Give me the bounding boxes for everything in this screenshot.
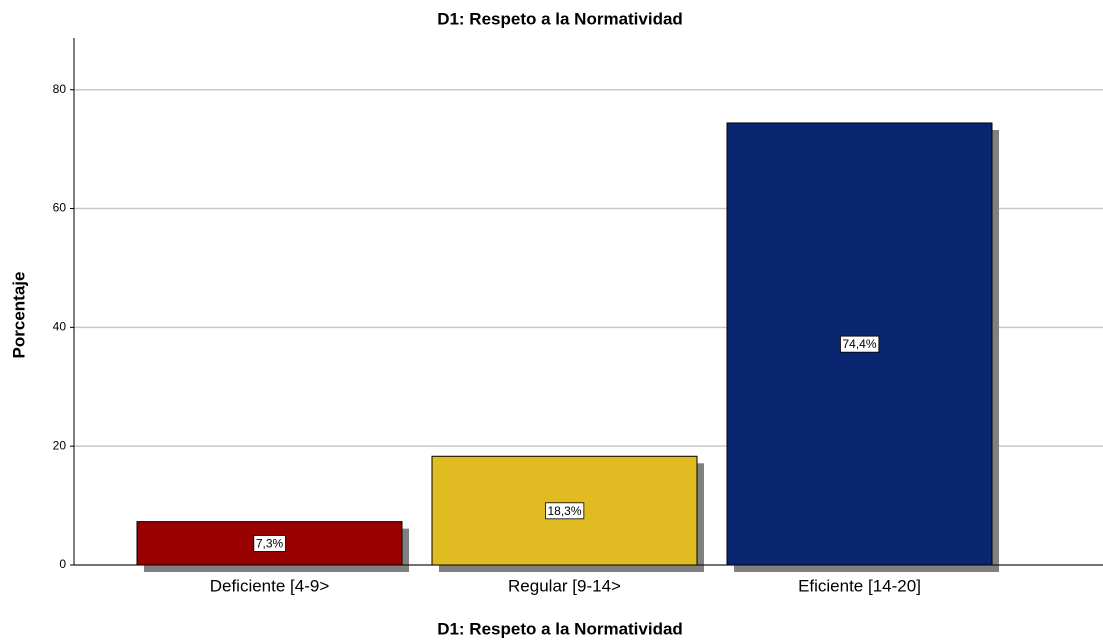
x-tick-label: Deficiente [4-9>	[210, 576, 330, 595]
data-label-box	[253, 535, 286, 552]
data-label: 74,4%	[840, 335, 880, 353]
x-tick-label: Regular [9-14>	[508, 576, 621, 595]
data-label-text: 18,3%	[547, 504, 581, 518]
data-label-box	[840, 335, 880, 353]
data-label-text: 7,3%	[256, 536, 284, 550]
y-tick-label: 40	[53, 320, 67, 334]
chart-title: D1: Respeto a la Normatividad	[437, 9, 683, 28]
y-axis-label: Porcentaje	[9, 272, 28, 359]
y-tick-label: 0	[59, 557, 66, 571]
data-label: 7,3%	[253, 535, 286, 552]
data-label-box	[545, 502, 585, 520]
y-tick-label: 20	[53, 438, 67, 452]
x-axis-label: D1: Respeto a la Normatividad	[437, 619, 683, 638]
y-tick-label: 80	[53, 82, 67, 96]
y-tick-label: 60	[53, 201, 67, 215]
data-label-text: 74,4%	[842, 337, 876, 351]
data-label: 18,3%	[545, 502, 585, 520]
x-tick-label: Eficiente [14-20]	[798, 576, 921, 595]
